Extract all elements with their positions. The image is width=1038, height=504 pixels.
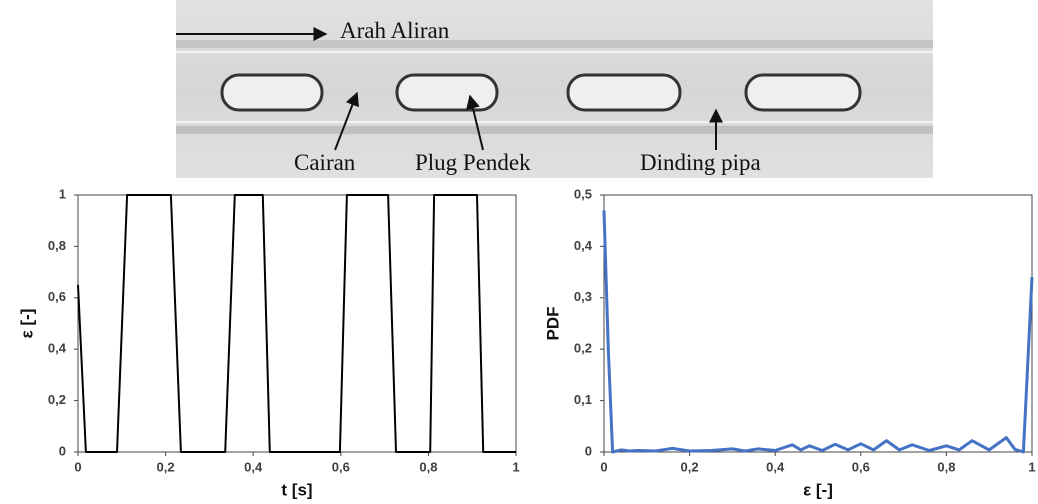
photo-label: Cairan (294, 150, 356, 175)
y-tick-label: 0,3 (574, 289, 592, 304)
x-tick-label: 0,6 (852, 459, 870, 474)
y-tick-label: 0,4 (574, 238, 593, 253)
plug (220, 73, 324, 112)
pipe-wall (176, 126, 933, 134)
y-tick-label: 0,6 (48, 289, 66, 304)
photo: Arah Aliran Cairan Plug Pendek Dinding p… (176, 0, 933, 178)
plot-frame (77, 194, 517, 453)
x-tick-label: 0,2 (681, 459, 699, 474)
y-tick-label: 0,5 (574, 186, 592, 201)
x-axis-title: t [s] (281, 480, 312, 499)
x-tick-label: 0 (74, 459, 81, 474)
x-tick-label: 0,8 (419, 459, 437, 474)
plug (566, 73, 682, 112)
x-tick-label: 0,8 (937, 459, 955, 474)
plot-frame (603, 194, 1033, 453)
y-tick-label: 0,1 (574, 392, 592, 407)
y-axis-title: ε [-] (17, 309, 36, 339)
x-tick-label: 0,4 (244, 459, 263, 474)
y-tick-label: 0,4 (48, 341, 67, 356)
y-tick-label: 0,2 (48, 392, 66, 407)
y-tick-label: 0,8 (48, 238, 66, 253)
x-tick-label: 0,2 (157, 459, 175, 474)
y-axis-title: PDF (543, 307, 562, 341)
plug (395, 73, 499, 112)
x-axis-title: ε [-] (803, 480, 833, 499)
data-line (602, 210, 1034, 454)
y-tick-label: 0 (585, 443, 592, 458)
photo-label: Plug Pendek (415, 150, 531, 175)
plug (744, 73, 862, 112)
y-tick-label: 0 (59, 443, 66, 458)
y-tick-label: 0,2 (574, 341, 592, 356)
x-tick-label: 1 (1028, 459, 1035, 474)
photo-label: Arah Aliran (340, 18, 450, 43)
data-line (77, 194, 516, 453)
x-tick-label: 0,4 (766, 459, 785, 474)
x-tick-label: 0,6 (332, 459, 350, 474)
pointer-arrow (334, 91, 359, 151)
x-tick-label: 1 (512, 459, 519, 474)
pipe-wall (176, 40, 933, 48)
pointer-arrow (466, 94, 484, 151)
photo-label: Dinding pipa (640, 150, 761, 175)
x-tick-label: 0 (600, 459, 607, 474)
y-tick-label: 1 (59, 186, 66, 201)
